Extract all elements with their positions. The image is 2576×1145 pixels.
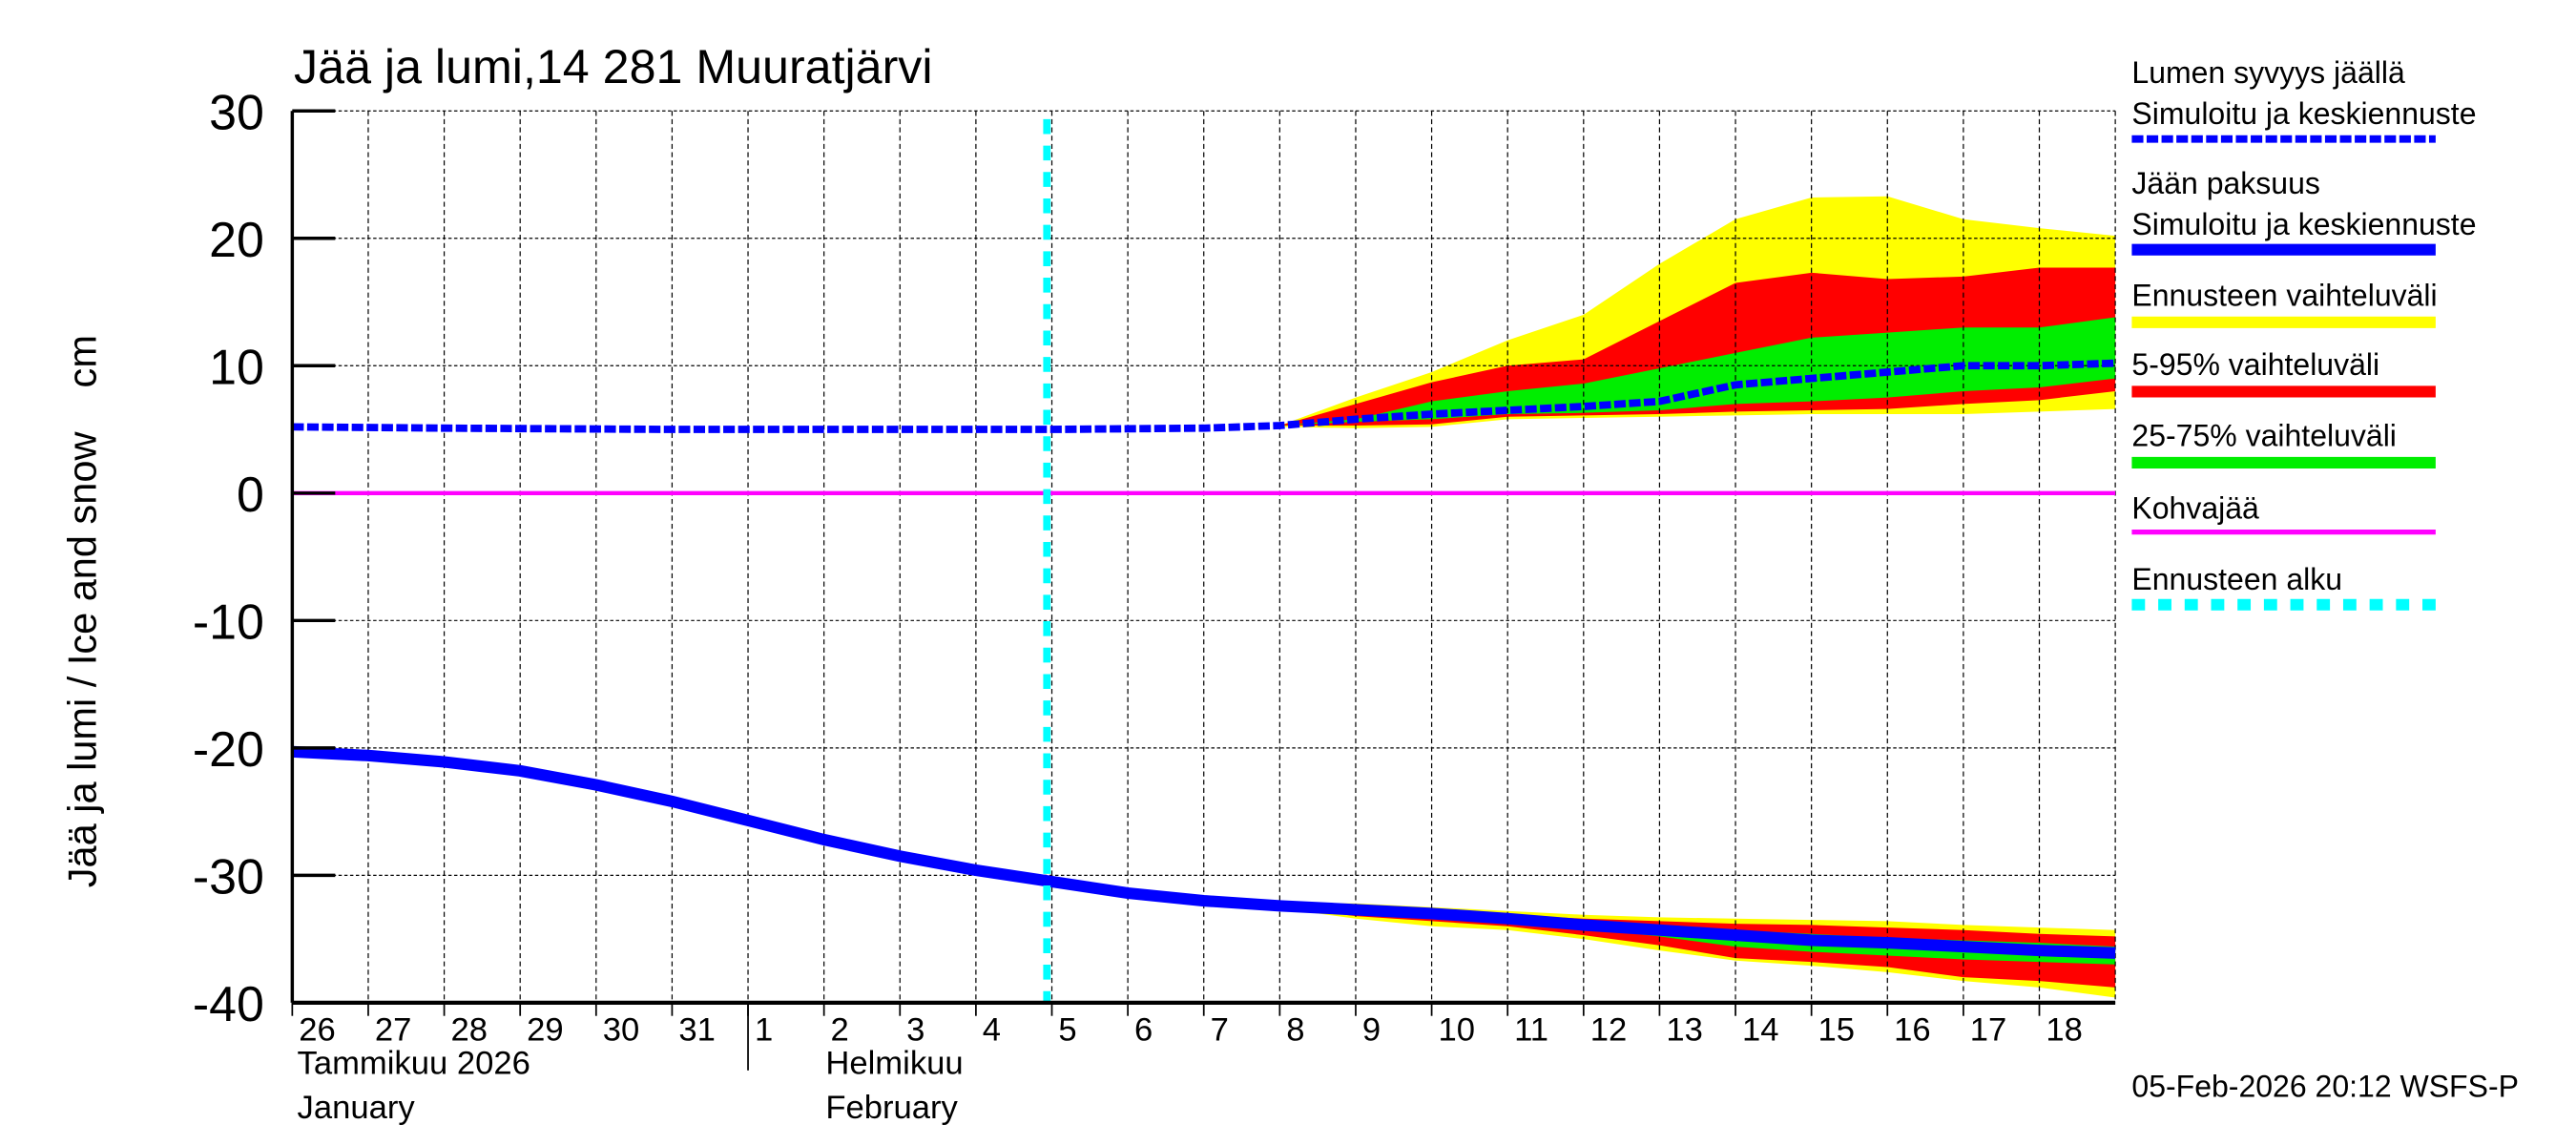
ice-thickness-line — [292, 745, 2116, 959]
y-tick-label: 20 — [209, 213, 264, 268]
month-label-en: January — [298, 1090, 416, 1126]
x-day-label: 29 — [527, 1012, 564, 1049]
x-day-label: 27 — [375, 1012, 412, 1049]
legend-label: Jään paksuus — [2131, 166, 2319, 200]
x-day-label: 28 — [450, 1012, 488, 1049]
x-day-label: 11 — [1514, 1012, 1548, 1049]
x-day-label: 3 — [906, 1012, 924, 1049]
snow-25-75-band — [1279, 317, 2116, 427]
x-day-label: 26 — [299, 1012, 336, 1049]
x-day-label: 6 — [1134, 1012, 1153, 1049]
x-day-label: 13 — [1666, 1012, 1703, 1049]
x-day-label: 2 — [831, 1012, 849, 1049]
x-day-label: 15 — [1818, 1012, 1855, 1049]
x-day-label: 8 — [1286, 1012, 1304, 1049]
legend-label: Ennusteen alku — [2131, 562, 2342, 596]
timestamp: 05-Feb-2026 20:12 WSFS-P — [2131, 1070, 2519, 1104]
legend-label: 5-95% vaihteluväli — [2131, 347, 2379, 382]
chart-title: Jää ja lumi,14 281 Muuratjärvi — [294, 40, 933, 94]
legend-label: Lumen syvyys jäällä — [2131, 55, 2405, 90]
x-day-label: 14 — [1742, 1012, 1778, 1049]
legend-sublabel: Simuloitu ja keskiennuste — [2131, 207, 2476, 241]
y-tick-label: -30 — [193, 849, 264, 905]
y-tick-label: 0 — [237, 468, 264, 523]
x-day-label: 7 — [1211, 1012, 1229, 1049]
y-axis-label: Jää ja lumi / Ice and snow cm — [59, 335, 104, 887]
legend-label: Kohvajää — [2131, 491, 2259, 526]
y-tick-label: -10 — [193, 594, 264, 650]
y-tick-label: -20 — [193, 722, 264, 778]
x-day-label: 1 — [755, 1012, 773, 1049]
y-tick-label: 10 — [209, 340, 264, 395]
month-label-en: February — [825, 1090, 958, 1126]
month-label-fi: Tammikuu 2026 — [298, 1045, 530, 1081]
x-day-label: 12 — [1590, 1012, 1628, 1049]
x-day-label: 16 — [1894, 1012, 1931, 1049]
x-day-label: 30 — [603, 1012, 640, 1049]
x-day-label: 31 — [678, 1012, 716, 1049]
x-day-label: 5 — [1058, 1012, 1076, 1049]
x-day-label: 9 — [1362, 1012, 1381, 1049]
x-day-label: 4 — [983, 1012, 1001, 1049]
x-day-label: 17 — [1970, 1012, 2007, 1049]
legend-label: 25-75% vaihteluväli — [2131, 419, 2397, 453]
snow-depth-line — [292, 359, 2116, 433]
legend-sublabel: Simuloitu ja keskiennuste — [2131, 96, 2476, 131]
month-label-fi: Helmikuu — [825, 1045, 963, 1081]
y-tick-label: -40 — [193, 977, 264, 1032]
legend-label: Ennusteen vaihteluväli — [2131, 278, 2437, 312]
ice-5-95-band — [1279, 905, 2116, 988]
y-tick-label: 30 — [209, 85, 264, 140]
x-day-label: 18 — [2046, 1012, 2083, 1049]
x-day-label: 10 — [1438, 1012, 1475, 1049]
